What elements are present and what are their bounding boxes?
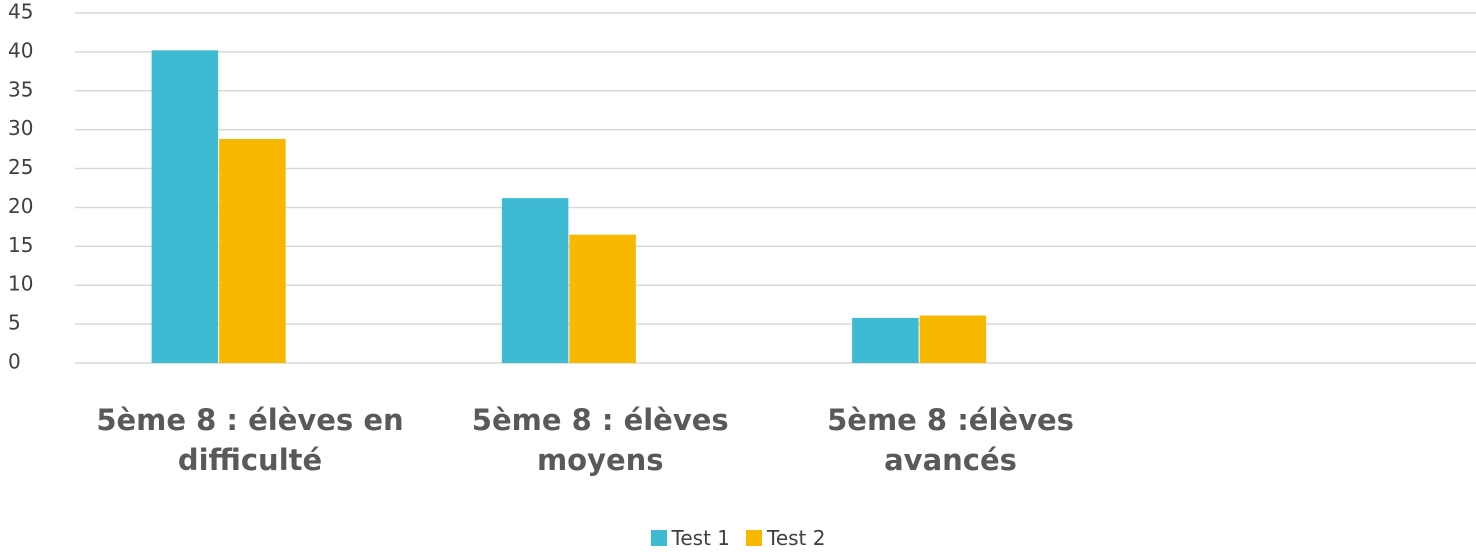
y-tick-label: 35 — [8, 77, 33, 101]
legend-item: Test 1 — [650, 526, 730, 550]
y-tick-label: 0 — [8, 350, 21, 374]
y-tick-label: 45 — [8, 0, 33, 24]
y-tick-label: 10 — [8, 272, 33, 296]
legend-swatch — [746, 530, 762, 546]
y-tick-label: 25 — [8, 155, 33, 179]
y-tick-label: 40 — [8, 38, 33, 62]
bar — [501, 198, 569, 363]
bar — [919, 315, 987, 363]
y-tick-label: 5 — [8, 311, 21, 335]
y-tick-label: 20 — [8, 194, 33, 218]
legend-label: Test 2 — [767, 526, 826, 550]
x-tick-label: 5ème 8 : élèves moyens — [471, 403, 729, 477]
y-tick-label: 15 — [8, 233, 33, 257]
y-tick-label: 30 — [8, 116, 33, 140]
legend: Test 1 Test 2 — [0, 526, 1476, 550]
bar — [219, 139, 286, 363]
bar — [569, 234, 636, 363]
legend-item: Test 2 — [746, 526, 825, 550]
legend-label: Test 1 — [671, 526, 730, 550]
legend-swatch — [650, 530, 667, 546]
x-tick-label: 5ème 8 :élèves avancés — [827, 403, 1074, 477]
bar — [151, 50, 219, 363]
bar — [852, 317, 919, 363]
x-tick-label: 5ème 8 : élèves en difficulté — [96, 403, 404, 477]
